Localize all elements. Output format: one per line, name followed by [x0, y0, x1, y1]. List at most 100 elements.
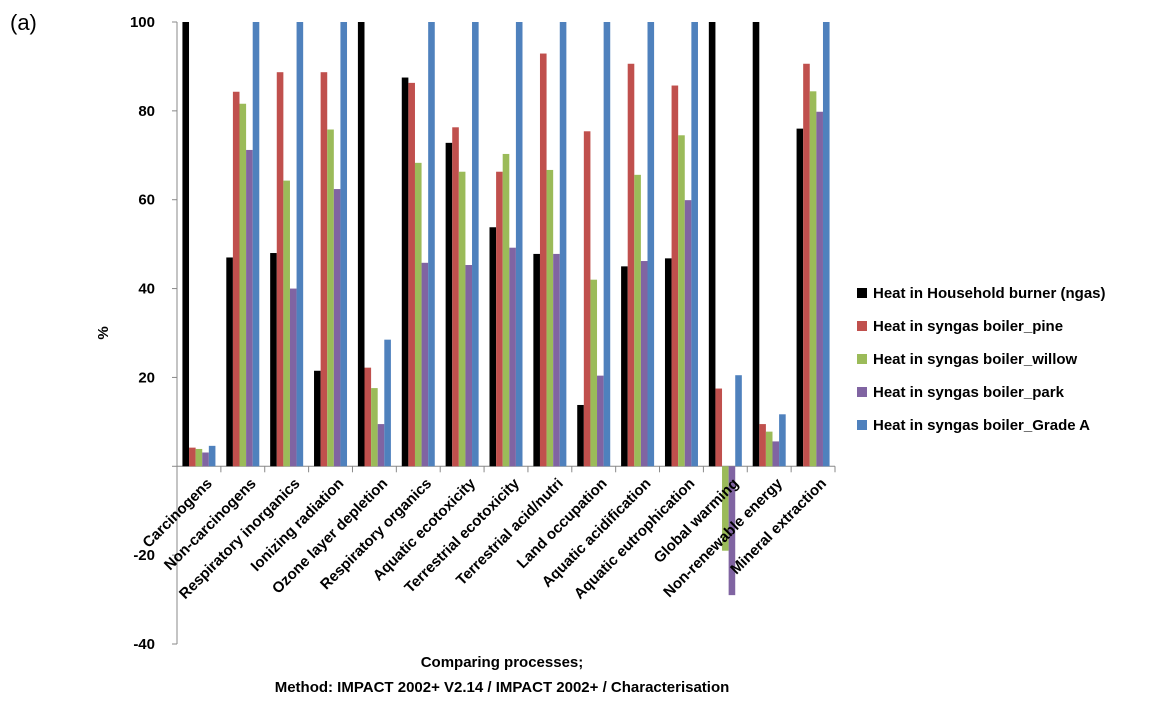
- bar: [458, 171, 466, 467]
- bar: [246, 149, 253, 467]
- bar: [252, 22, 260, 467]
- bar: [803, 63, 810, 467]
- y-tick-label: 60: [138, 192, 155, 209]
- bar: [452, 127, 459, 467]
- bar: [752, 22, 760, 467]
- bar: [640, 261, 648, 467]
- bars: [182, 22, 830, 596]
- bar: [546, 169, 554, 467]
- y-tick-label: 80: [138, 103, 155, 120]
- bar: [822, 22, 830, 467]
- y-tick-label: 100: [130, 14, 155, 31]
- bar: [496, 171, 503, 467]
- y-axis-title: %: [95, 326, 112, 339]
- y-tick-label: 40: [138, 281, 155, 298]
- legend: Heat in Household burner (ngas) Heat in s…: [857, 285, 1106, 434]
- bar: [559, 22, 567, 467]
- bar: [489, 227, 497, 467]
- bar: [377, 424, 385, 467]
- bar: [664, 258, 672, 467]
- legend-swatch: [857, 321, 867, 331]
- bar: [314, 370, 321, 467]
- bar: [320, 72, 328, 467]
- bar: [283, 180, 290, 467]
- legend-label: Heat in Household burner (ngas): [873, 285, 1106, 302]
- bar: [371, 388, 378, 467]
- bar: [465, 265, 473, 467]
- legend-label: Heat in syngas boiler_park: [873, 384, 1065, 401]
- bar: [691, 22, 698, 467]
- bar: [226, 257, 233, 467]
- bar: [270, 253, 277, 467]
- bar: [384, 339, 391, 467]
- bar: [421, 262, 429, 467]
- bar: [621, 266, 628, 467]
- bar: [472, 22, 479, 467]
- bar: [333, 189, 341, 467]
- legend-swatch: [857, 420, 867, 430]
- bar: [597, 375, 604, 467]
- x-axis-title-line2: Method: IMPACT 2002+ V2.14 / IMPACT 2002…: [275, 679, 730, 696]
- bar: [515, 22, 523, 467]
- bar: [408, 82, 415, 467]
- bar: [239, 103, 247, 467]
- bar: [289, 288, 297, 467]
- bar: [577, 404, 584, 467]
- bar: [684, 200, 692, 467]
- legend-label: Heat in syngas boiler_Grade A: [873, 417, 1090, 434]
- bar: [357, 22, 365, 467]
- bar: [809, 91, 817, 467]
- bar: [539, 53, 547, 467]
- bar: [765, 431, 773, 467]
- bar: [276, 72, 284, 467]
- y-tick-label: 20: [138, 369, 155, 386]
- bar: [533, 253, 540, 467]
- bar: [414, 162, 422, 467]
- bar: [182, 22, 190, 467]
- bar: [428, 22, 435, 467]
- bar: [189, 447, 196, 467]
- bar: [708, 22, 716, 467]
- bar: [502, 153, 510, 467]
- bar: [195, 448, 203, 467]
- bar: [296, 22, 304, 467]
- legend-label: Heat in syngas boiler_pine: [873, 318, 1063, 335]
- bar: [401, 77, 409, 467]
- bar: [728, 466, 736, 596]
- bar: [715, 388, 723, 467]
- bar: [759, 424, 766, 467]
- panel-label: (a): [10, 10, 37, 35]
- bar: [796, 128, 804, 467]
- bar: [722, 466, 729, 551]
- legend-swatch: [857, 387, 867, 397]
- bar: [327, 129, 334, 467]
- legend-swatch: [857, 288, 867, 298]
- bar: [816, 111, 823, 467]
- bar: [634, 174, 641, 467]
- legend-label: Heat in syngas boiler_willow: [873, 351, 1078, 368]
- legend-swatch: [857, 354, 867, 364]
- bar: [647, 22, 655, 467]
- bar: [202, 452, 209, 467]
- y-tick-label: -20: [133, 547, 155, 564]
- axes: -40 -20 20 40 60 80 100: [130, 14, 836, 653]
- bar: [553, 253, 560, 467]
- x-axis-title-line1: Comparing processes;: [421, 654, 584, 671]
- bar: [772, 441, 780, 467]
- bar: [590, 279, 598, 467]
- bar: [678, 135, 685, 467]
- bar: [445, 142, 453, 467]
- bar: [779, 414, 786, 467]
- bar: [364, 367, 372, 467]
- bar: [671, 85, 679, 467]
- bar: [340, 22, 348, 467]
- bar: [232, 91, 240, 467]
- bar: [627, 63, 635, 467]
- bar: [208, 445, 216, 467]
- bar: [603, 22, 611, 467]
- y-tick-label: -40: [133, 636, 155, 653]
- bar: [735, 375, 742, 467]
